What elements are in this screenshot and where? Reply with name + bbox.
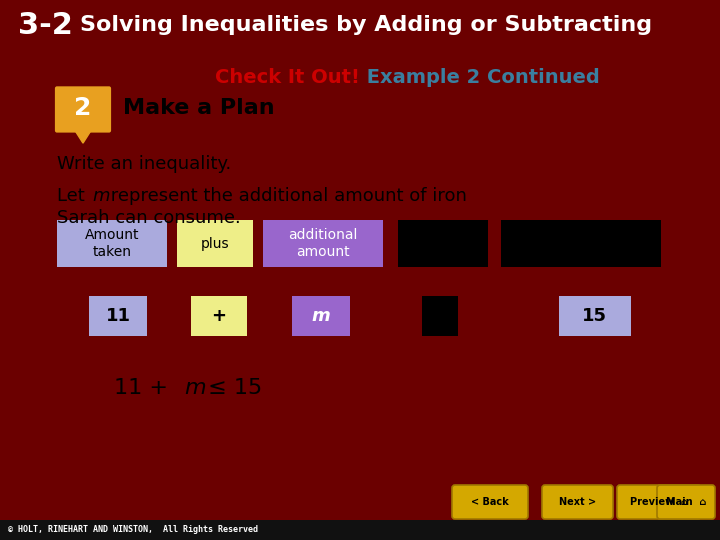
Text: m: m <box>184 378 206 398</box>
FancyBboxPatch shape <box>500 220 661 267</box>
FancyBboxPatch shape <box>398 220 488 267</box>
Text: Next >: Next > <box>559 497 596 507</box>
FancyBboxPatch shape <box>292 295 350 335</box>
FancyBboxPatch shape <box>0 520 720 540</box>
Text: Make a Plan: Make a Plan <box>123 98 275 118</box>
Polygon shape <box>75 131 91 143</box>
FancyBboxPatch shape <box>192 295 246 335</box>
Text: 3-2: 3-2 <box>18 10 73 39</box>
Text: ≤ 15: ≤ 15 <box>202 378 263 398</box>
Text: 15: 15 <box>582 307 608 325</box>
Text: Sarah can consume.: Sarah can consume. <box>57 209 240 227</box>
FancyBboxPatch shape <box>57 220 167 267</box>
FancyBboxPatch shape <box>89 295 147 335</box>
FancyBboxPatch shape <box>452 485 528 519</box>
Text: © HOLT, RINEHART AND WINSTON,  All Rights Reserved: © HOLT, RINEHART AND WINSTON, All Rights… <box>8 525 258 535</box>
Text: Preview  ⌂: Preview ⌂ <box>630 497 688 507</box>
FancyBboxPatch shape <box>559 295 631 335</box>
FancyBboxPatch shape <box>422 295 459 335</box>
Text: Solving Inequalities by Adding or Subtracting: Solving Inequalities by Adding or Subtra… <box>80 15 652 35</box>
FancyBboxPatch shape <box>542 485 613 519</box>
Text: +: + <box>212 307 227 325</box>
FancyBboxPatch shape <box>263 220 383 267</box>
Text: 11: 11 <box>106 307 130 325</box>
FancyBboxPatch shape <box>55 86 111 133</box>
Text: additional
amount: additional amount <box>288 228 358 259</box>
Text: plus: plus <box>201 237 229 251</box>
Text: 2: 2 <box>74 97 91 120</box>
Text: Amount
taken: Amount taken <box>85 228 140 259</box>
Text: < Back: < Back <box>471 497 509 507</box>
Text: Let: Let <box>57 187 91 205</box>
Text: m: m <box>92 187 109 205</box>
FancyBboxPatch shape <box>177 220 253 267</box>
Text: 11 +: 11 + <box>114 378 175 398</box>
Text: Write an inequality.: Write an inequality. <box>57 155 231 173</box>
FancyBboxPatch shape <box>617 485 701 519</box>
Text: Main  ⌂: Main ⌂ <box>666 497 706 507</box>
Text: Check It Out!: Check It Out! <box>215 69 360 87</box>
FancyBboxPatch shape <box>657 485 715 519</box>
Text: m: m <box>312 307 330 325</box>
Text: represent the additional amount of iron: represent the additional amount of iron <box>105 187 467 205</box>
Text: Example 2 Continued: Example 2 Continued <box>360 69 600 87</box>
